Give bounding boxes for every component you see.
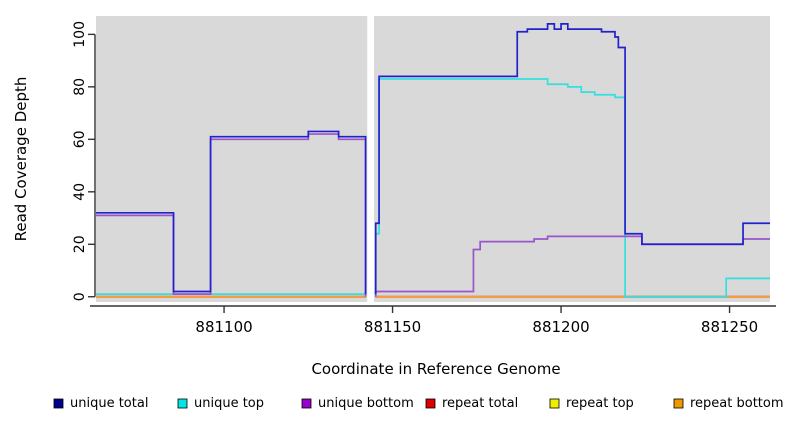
data-series-layer (96, 23, 770, 298)
series-unique-total (96, 23, 770, 295)
y-tick-label: 20 (72, 235, 88, 253)
legend-item-repeat-total[interactable]: repeat total (425, 396, 518, 411)
y-tick-labels: 0 20 40 60 80 100 (72, 21, 88, 301)
x-tick-labels: 881100 881150 881200 881250 (195, 318, 758, 336)
axis-layer (88, 33, 776, 313)
legend-label: repeat top (566, 396, 634, 411)
legend-swatch (177, 398, 188, 409)
legend-swatch (53, 398, 64, 409)
legend-label: repeat bottom (690, 396, 784, 411)
legend-item-repeat-bottom[interactable]: repeat bottom (673, 396, 784, 411)
x-tick-label: 881100 (195, 318, 252, 336)
legend-item-repeat-top[interactable]: repeat top (549, 396, 634, 411)
y-tick-label: 0 (72, 292, 88, 301)
legend-swatch (673, 398, 684, 409)
y-tick-label: 40 (72, 183, 88, 201)
legend-swatch (425, 398, 436, 409)
legend-item-unique-total[interactable]: unique total (53, 396, 148, 411)
legend-label: unique bottom (318, 396, 414, 411)
x-tick-label: 881250 (701, 318, 758, 336)
x-tick-label: 881150 (364, 318, 421, 336)
chart-legend: unique total unique top unique bottom repea… (53, 396, 784, 411)
no-data-gap (367, 16, 375, 302)
legend-label: unique top (194, 396, 264, 411)
y-axis-label: Read Coverage Depth (12, 77, 30, 242)
x-tick-label: 881200 (532, 318, 589, 336)
no-data-gap-band (367, 16, 375, 302)
legend-label: repeat total (442, 396, 518, 411)
y-tick-label: 60 (72, 130, 88, 148)
legend-swatch (301, 398, 312, 409)
legend-swatch (549, 398, 560, 409)
plot-area-background (96, 16, 770, 302)
legend-item-unique-top[interactable]: unique top (177, 396, 264, 411)
y-tick-label: 100 (72, 21, 88, 48)
x-axis-label: Coordinate in Reference Genome (311, 360, 560, 378)
y-tick-label: 80 (72, 78, 88, 96)
legend-item-unique-bottom[interactable]: unique bottom (301, 396, 414, 411)
legend-label: unique total (70, 396, 148, 411)
